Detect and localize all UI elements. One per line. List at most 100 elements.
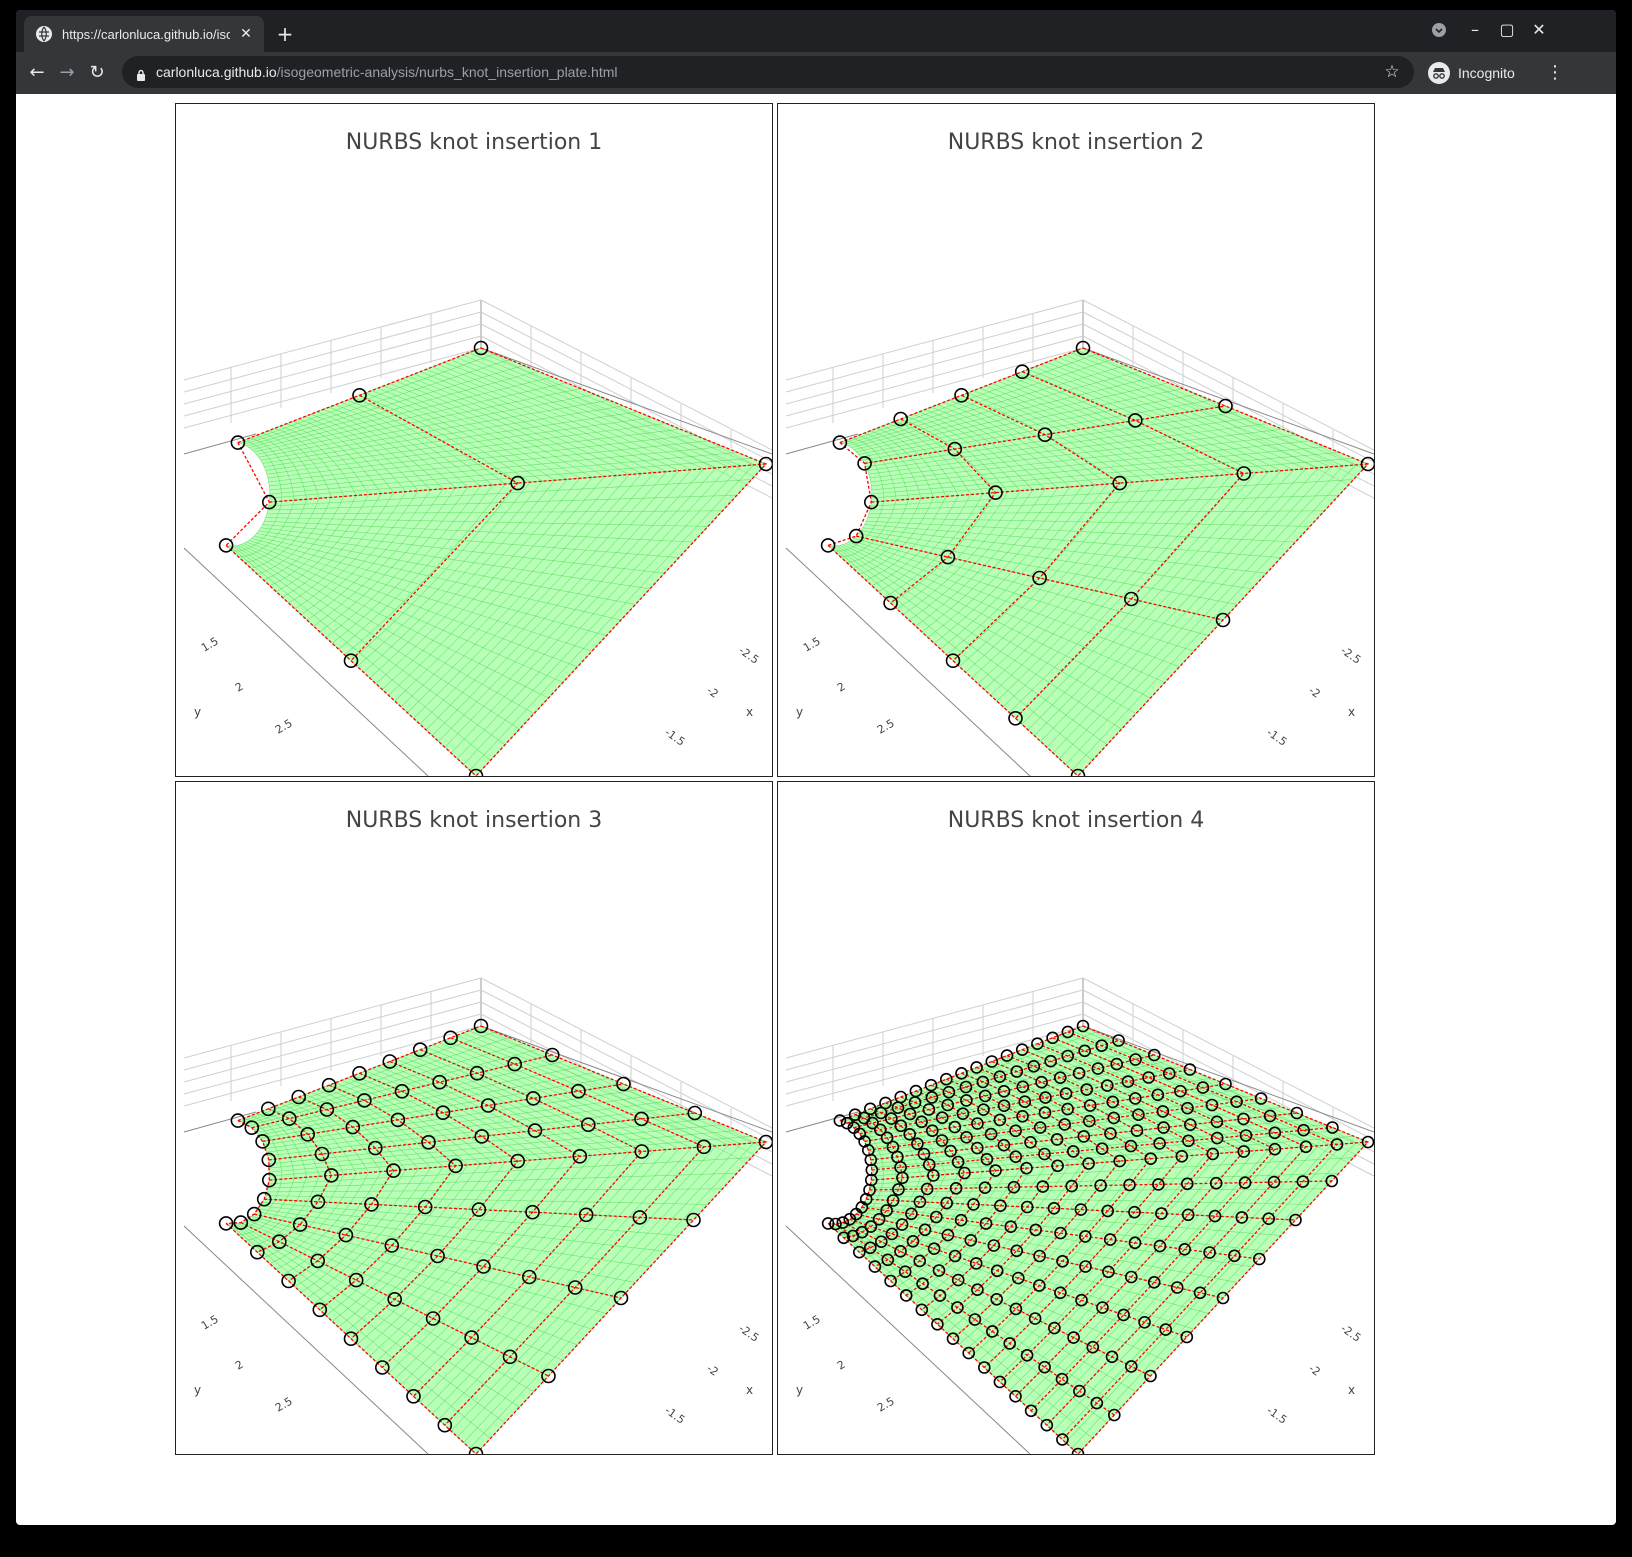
control-point[interactable]	[469, 1065, 485, 1081]
control-point[interactable]	[412, 1042, 428, 1058]
control-point[interactable]	[473, 1018, 489, 1034]
control-point[interactable]	[978, 1181, 992, 1195]
url-text[interactable]: carlonluca.github.io/isogeometric-analys…	[156, 63, 617, 81]
control-point[interactable]	[272, 1234, 287, 1250]
control-point[interactable]	[1076, 1019, 1090, 1033]
control-point[interactable]	[916, 1277, 929, 1291]
control-point[interactable]	[864, 494, 879, 510]
control-point[interactable]	[1237, 1145, 1251, 1158]
plot-panel-2[interactable]: NURBS knot insertion 2 1.5 2 2.5 -2.5 -2 -1.5…	[777, 103, 1375, 777]
control-point[interactable]	[955, 1066, 968, 1080]
control-point[interactable]	[474, 1129, 490, 1144]
control-point[interactable]	[883, 595, 898, 611]
control-point[interactable]	[864, 1102, 877, 1116]
reload-icon[interactable]: ↻	[89, 62, 105, 83]
back-icon[interactable]: ←	[29, 62, 45, 83]
control-point[interactable]	[864, 1153, 878, 1167]
plot-panel-4[interactable]: NURBS knot insertion 4 1.5 2 2.5 -2.5 -2 -1.5…	[777, 781, 1375, 1455]
control-point[interactable]	[948, 1120, 962, 1134]
control-point[interactable]	[1058, 1118, 1072, 1131]
control-point[interactable]	[443, 1030, 458, 1046]
control-point[interactable]	[567, 1280, 583, 1295]
control-point[interactable]	[865, 1163, 879, 1177]
control-point[interactable]	[1107, 1408, 1121, 1422]
control-point[interactable]	[1138, 1315, 1151, 1329]
control-point[interactable]	[352, 387, 367, 403]
control-point[interactable]	[1268, 1126, 1282, 1140]
control-point[interactable]	[1175, 1149, 1189, 1163]
control-point[interactable]	[895, 1218, 909, 1231]
control-point[interactable]	[1112, 475, 1128, 491]
control-point[interactable]	[382, 1054, 398, 1069]
control-point[interactable]	[1112, 1034, 1125, 1047]
control-point[interactable]	[979, 1217, 993, 1230]
plot-panel-3[interactable]: NURBS knot insertion 3 1.5 2 2.5 -2.5 -2 -1.5…	[175, 781, 773, 1455]
control-point[interactable]	[1210, 1115, 1224, 1129]
control-point[interactable]	[1101, 1204, 1115, 1218]
control-point[interactable]	[300, 1126, 315, 1142]
control-point[interactable]	[978, 1361, 991, 1374]
control-point[interactable]	[962, 1346, 975, 1360]
control-point[interactable]	[1206, 1147, 1220, 1161]
control-point[interactable]	[833, 1114, 847, 1127]
control-point[interactable]	[940, 1196, 953, 1210]
control-point[interactable]	[1070, 768, 1086, 777]
control-point[interactable]	[872, 1212, 886, 1226]
control-point[interactable]	[544, 1047, 560, 1063]
control-point[interactable]	[1121, 1075, 1135, 1088]
control-point[interactable]	[1147, 1275, 1161, 1289]
control-point[interactable]	[1050, 1133, 1064, 1146]
control-point[interactable]	[1091, 1062, 1105, 1075]
control-point[interactable]	[920, 1182, 934, 1196]
control-point[interactable]	[468, 1446, 484, 1455]
control-point[interactable]	[913, 1254, 926, 1268]
control-point[interactable]	[1124, 1360, 1138, 1373]
control-point[interactable]	[933, 1289, 947, 1302]
control-point[interactable]	[969, 1257, 983, 1270]
control-point[interactable]	[1159, 1323, 1173, 1336]
control-point[interactable]	[1037, 427, 1053, 443]
control-point[interactable]	[1028, 1312, 1042, 1325]
plot-svg[interactable]: 1.5 2 2.5 -2.5 -2 -1.5 y x	[176, 782, 772, 1454]
control-point[interactable]	[348, 1272, 364, 1288]
plot-svg[interactable]: 1.5 2 2.5 -2.5 -2 -1.5 y x	[176, 104, 772, 776]
control-point[interactable]	[387, 1291, 402, 1307]
control-point[interactable]	[840, 1116, 854, 1130]
control-point[interactable]	[864, 1220, 878, 1233]
control-point[interactable]	[230, 1113, 246, 1128]
control-point[interactable]	[1235, 1211, 1249, 1224]
control-point[interactable]	[321, 1077, 337, 1093]
control-point[interactable]	[480, 1098, 496, 1113]
plot-svg[interactable]: 1.5 2 2.5 -2.5 -2 -1.5 y x	[778, 782, 1374, 1454]
control-point[interactable]	[1170, 1281, 1184, 1294]
control-point[interactable]	[1268, 1142, 1282, 1156]
control-point[interactable]	[1016, 1109, 1029, 1123]
control-point[interactable]	[951, 1301, 964, 1314]
control-point[interactable]	[1104, 1127, 1117, 1140]
control-point[interactable]	[281, 1273, 296, 1289]
control-point[interactable]	[989, 1164, 1002, 1177]
control-point[interactable]	[1035, 1075, 1048, 1089]
control-point[interactable]	[1059, 1087, 1073, 1100]
control-point[interactable]	[1061, 1102, 1074, 1116]
control-point[interactable]	[1048, 1321, 1061, 1335]
control-point[interactable]	[1031, 1037, 1044, 1051]
control-point[interactable]	[947, 441, 963, 457]
control-point[interactable]	[256, 1191, 272, 1207]
control-point[interactable]	[1071, 1447, 1085, 1455]
control-point[interactable]	[1012, 1271, 1025, 1285]
control-point[interactable]	[1039, 1091, 1052, 1104]
control-point[interactable]	[896, 1171, 909, 1185]
control-point[interactable]	[580, 1117, 596, 1133]
control-point[interactable]	[922, 1103, 936, 1116]
control-point[interactable]	[250, 1244, 265, 1260]
control-point[interactable]	[1181, 1208, 1195, 1222]
control-point[interactable]	[1267, 1175, 1281, 1189]
control-point[interactable]	[1236, 466, 1252, 481]
control-point[interactable]	[885, 1112, 898, 1125]
control-point[interactable]	[829, 1217, 842, 1231]
control-point[interactable]	[244, 1120, 260, 1136]
control-point[interactable]	[944, 1144, 957, 1158]
control-point[interactable]	[1182, 1134, 1195, 1148]
close-window-icon[interactable]: ✕	[1532, 20, 1546, 39]
